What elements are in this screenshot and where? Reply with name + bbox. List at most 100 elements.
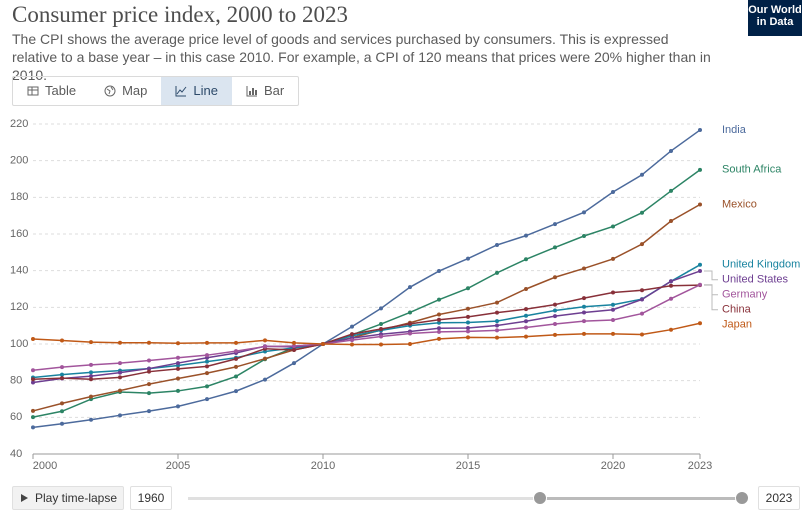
data-point <box>205 359 209 364</box>
play-label: Play time-lapse <box>34 491 118 505</box>
data-point <box>176 366 180 371</box>
data-point <box>553 322 557 327</box>
data-point <box>263 349 267 354</box>
data-point <box>640 311 644 316</box>
data-point <box>176 388 180 393</box>
chart-subtitle: The CPI shows the average price level of… <box>12 31 711 83</box>
data-point <box>437 326 441 331</box>
series-line <box>32 129 701 429</box>
data-point <box>611 224 615 229</box>
data-point <box>640 210 644 215</box>
play-button[interactable]: Play time-lapse <box>12 486 124 510</box>
y-tick-label: 180 <box>10 191 28 203</box>
data-point <box>118 413 122 418</box>
data-point <box>147 391 151 396</box>
data-point <box>495 270 499 275</box>
data-point <box>495 328 499 333</box>
data-point <box>31 337 35 342</box>
data-point <box>582 310 586 315</box>
data-point <box>292 361 296 366</box>
data-point <box>321 342 325 346</box>
slider-track[interactable] <box>188 497 746 500</box>
data-point <box>582 210 586 215</box>
data-point <box>234 340 238 345</box>
data-point <box>466 326 470 331</box>
data-point <box>89 377 93 382</box>
x-tick-label: 2020 <box>601 460 625 472</box>
x-tick-label: 2005 <box>166 460 190 472</box>
label-connector <box>704 284 718 311</box>
data-point <box>640 242 644 247</box>
series-label: China <box>722 304 752 316</box>
data-point <box>582 266 586 271</box>
data-point <box>524 325 528 330</box>
tab[interactable]: Table <box>13 77 90 105</box>
data-point <box>437 269 441 274</box>
data-point <box>350 332 354 337</box>
data-point <box>147 382 151 387</box>
data-point <box>379 342 383 347</box>
data-point <box>205 340 209 345</box>
series-label: Mexico <box>722 198 757 210</box>
data-point <box>466 329 470 334</box>
data-point <box>205 384 209 389</box>
data-point <box>408 321 412 326</box>
data-point <box>437 297 441 302</box>
data-point <box>553 308 557 313</box>
data-point <box>234 364 238 369</box>
data-point <box>466 306 470 311</box>
series-line <box>32 203 701 412</box>
data-point <box>669 279 673 284</box>
logo[interactable]: Our World in Data <box>748 0 802 36</box>
data-point <box>408 310 412 315</box>
series-line <box>32 284 701 380</box>
y-tick-label: 140 <box>10 265 28 277</box>
data-point <box>524 233 528 238</box>
data-point <box>350 338 354 343</box>
data-point <box>582 296 586 301</box>
icon <box>20 494 28 502</box>
data-point <box>176 355 180 360</box>
data-point <box>31 415 35 420</box>
data-point <box>611 302 615 307</box>
data-point <box>582 331 586 336</box>
data-point <box>640 172 644 177</box>
data-point <box>524 313 528 318</box>
data-point <box>89 394 93 399</box>
data-point <box>118 340 122 345</box>
end-year[interactable]: 2023 <box>758 486 800 510</box>
data-point <box>698 128 702 133</box>
data-point <box>495 323 499 328</box>
data-point <box>350 342 354 347</box>
data-point <box>292 340 296 345</box>
start-year[interactable]: 1960 <box>130 486 172 510</box>
tab-label: Map <box>122 83 148 98</box>
tab-label: Bar <box>263 83 285 98</box>
data-point <box>379 322 383 327</box>
data-point <box>263 356 267 361</box>
y-tick-label: 40 <box>10 448 22 460</box>
data-point <box>176 361 180 366</box>
series-label: Japan <box>722 319 752 331</box>
tab[interactable]: Map <box>90 77 161 105</box>
data-point <box>669 218 673 223</box>
data-point <box>437 329 441 334</box>
data-point <box>466 335 470 340</box>
tab-bar: Table Map Line Bar <box>12 76 300 106</box>
data-point <box>263 338 267 343</box>
data-point <box>89 417 93 422</box>
slider-handle[interactable] <box>533 491 547 505</box>
series-label: United States <box>722 274 789 286</box>
tab[interactable]: Bar <box>232 77 298 105</box>
icon <box>27 86 39 96</box>
data-point <box>60 338 64 343</box>
data-point <box>698 282 702 287</box>
slider-handle[interactable] <box>735 491 749 505</box>
data-point <box>669 148 673 153</box>
y-tick-label: 60 <box>10 411 22 423</box>
data-point <box>147 366 151 371</box>
data-point <box>263 377 267 382</box>
tab[interactable]: Line <box>161 77 232 105</box>
series-line <box>32 322 701 346</box>
data-point <box>553 332 557 337</box>
